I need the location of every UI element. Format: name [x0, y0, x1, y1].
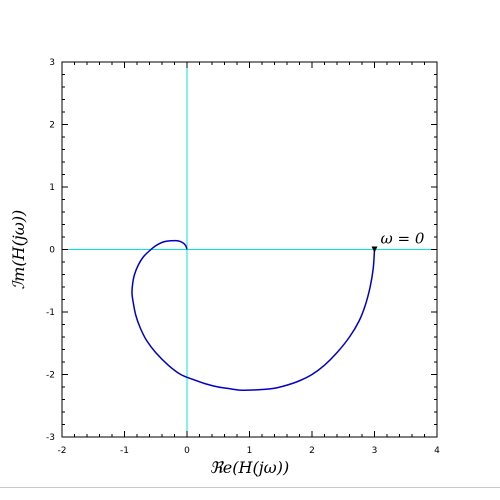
y-tick-label: -1 — [46, 308, 55, 318]
series-layer — [131, 239, 376, 391]
x-tick-label: 3 — [372, 446, 378, 456]
x-tick-label: -1 — [120, 446, 129, 456]
window-frame-line — [0, 487, 500, 488]
y-tick-label: -2 — [46, 371, 55, 381]
x-tick-label: 2 — [309, 446, 315, 456]
y-tick-label: 1 — [49, 183, 55, 193]
y-tick-label: -3 — [46, 433, 55, 443]
y-tick-label: 2 — [49, 121, 55, 131]
nyquist-curve — [131, 239, 376, 391]
x-tick-label: -2 — [58, 446, 67, 456]
plot-frame — [61, 61, 438, 438]
x-tick-label: 4 — [434, 446, 440, 456]
reference-lines — [62, 62, 437, 437]
x-tick-label: 0 — [184, 446, 190, 456]
y-tick-label: 0 — [49, 246, 55, 256]
marker-layer — [371, 246, 378, 253]
y-tick-label: 3 — [49, 58, 55, 68]
y-axis-label: ℐm(H(jω)) — [9, 210, 28, 290]
omega-zero-marker — [371, 246, 378, 253]
x-tick-label: 1 — [247, 446, 253, 456]
x-axis-label: ℜe(H(jω)) — [210, 458, 289, 477]
omega-zero-annotation: ω = 0 — [381, 230, 425, 248]
